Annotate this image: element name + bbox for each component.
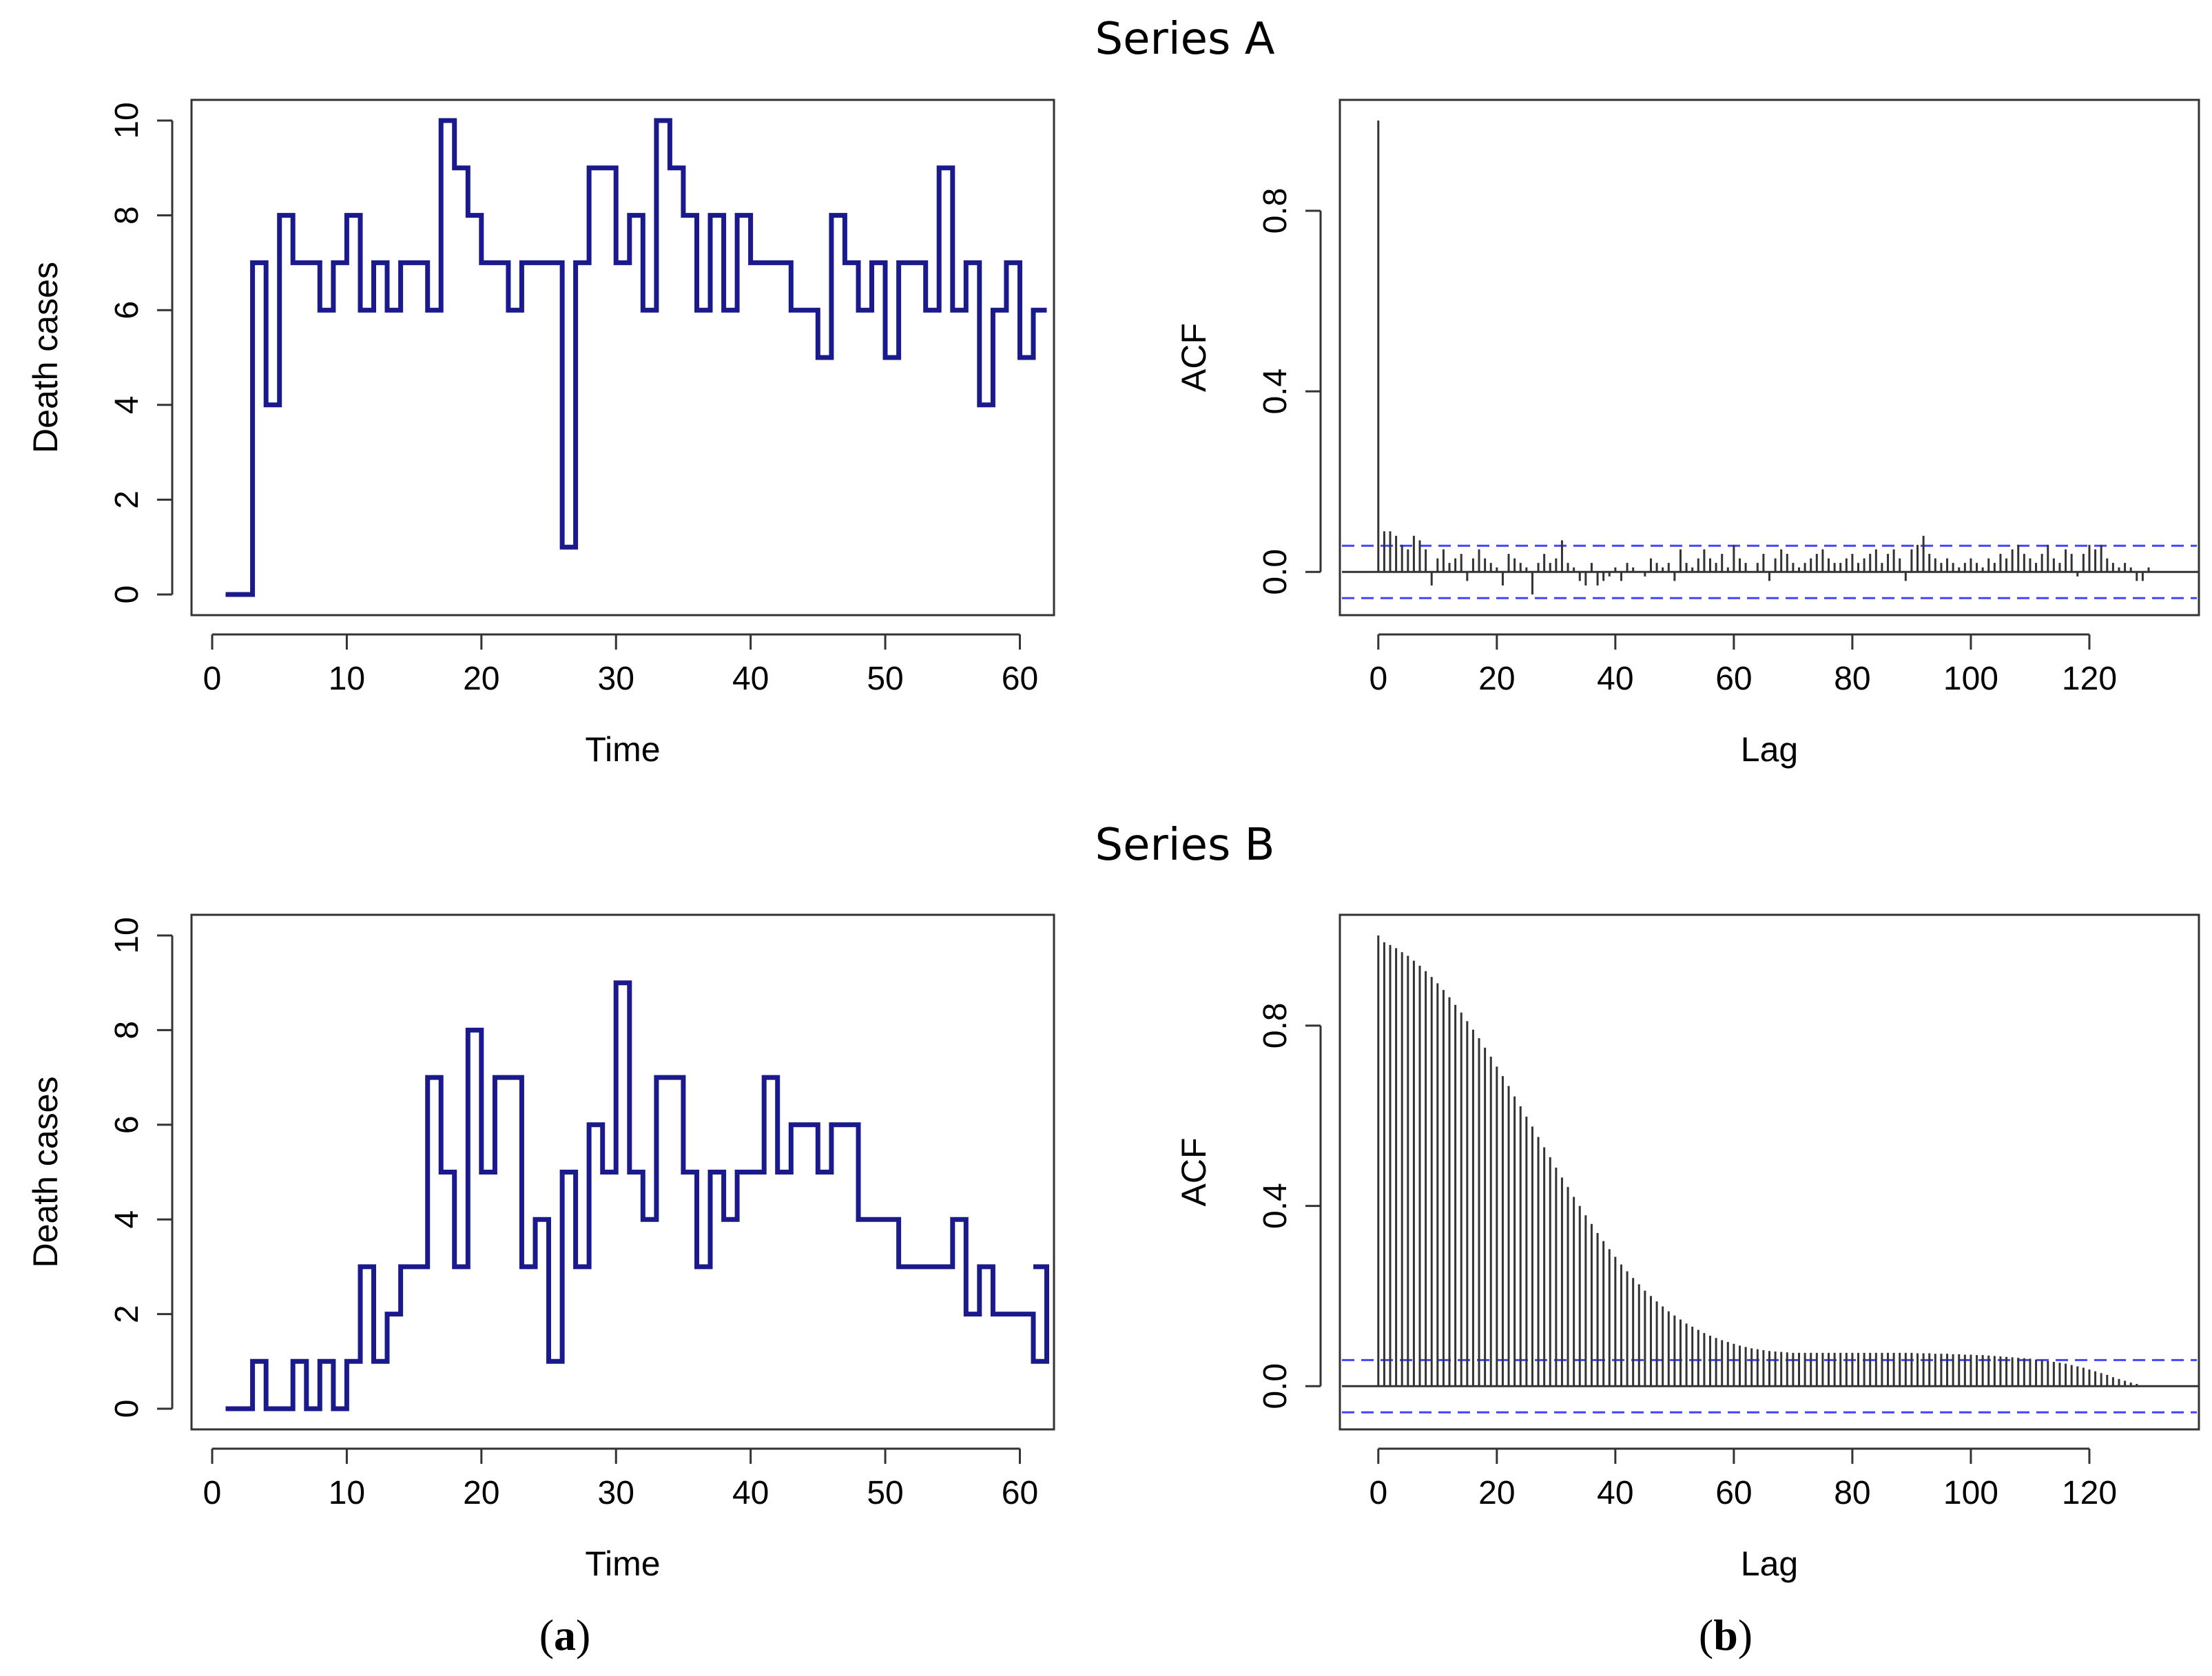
x-tick-label: 100 bbox=[1943, 661, 1998, 697]
x-tick-label: 0 bbox=[1369, 1475, 1387, 1511]
x-tick-label: 50 bbox=[867, 1475, 903, 1511]
y-tick-label: 4 bbox=[109, 1210, 145, 1229]
series-a-acf-plot: 0 20 40 60 80 100 120 Lag 0.0 0.4 0.8 ACF bbox=[1175, 99, 2200, 769]
svg-text:(b): (b) bbox=[1699, 1611, 1753, 1659]
x-tick-label: 80 bbox=[1834, 661, 1870, 697]
y-tick-label: 0.4 bbox=[1257, 369, 1294, 415]
x-tick-label: 0 bbox=[203, 661, 222, 697]
series-a-time-plot: 0 10 20 30 40 50 60 Time 0 2 4 6 8 10 Death cases bbox=[26, 99, 1055, 769]
x-tick-label: 60 bbox=[1715, 661, 1752, 697]
plot-frame bbox=[190, 913, 1055, 1431]
y-tick-label: 0.0 bbox=[1257, 549, 1294, 595]
x-tick-label: 40 bbox=[1597, 1475, 1633, 1511]
x-axis-title: Lag bbox=[1741, 1544, 1798, 1583]
y-tick-label: 0.4 bbox=[1257, 1183, 1294, 1229]
panel-label-a-group: (a) bbox=[539, 1611, 591, 1659]
x-tick-label: 0 bbox=[203, 1475, 222, 1511]
x-tick-label: 40 bbox=[732, 1475, 769, 1511]
x-tick-label: 40 bbox=[732, 661, 769, 697]
y-axis-title: Death cases bbox=[26, 262, 65, 453]
x-tick-label: 0 bbox=[1369, 661, 1387, 697]
x-tick-label: 120 bbox=[2062, 1475, 2117, 1511]
series-line bbox=[225, 980, 1049, 1411]
x-tick-label: 120 bbox=[2062, 661, 2117, 697]
y-tick-label: 0 bbox=[109, 1400, 145, 1418]
row-title-series-b: Series B bbox=[1095, 820, 1274, 871]
x-tick-label: 20 bbox=[463, 1475, 499, 1511]
x-tick-label: 30 bbox=[598, 1475, 634, 1511]
x-tick-label: 80 bbox=[1834, 1475, 1870, 1511]
x-tick-label: 30 bbox=[598, 661, 634, 697]
x-tick-label: 40 bbox=[1597, 661, 1633, 697]
x-tick-label: 10 bbox=[329, 1475, 365, 1511]
y-tick-label: 10 bbox=[109, 917, 145, 953]
svg-text:(a): (a) bbox=[539, 1611, 591, 1659]
x-axis-title: Time bbox=[585, 1544, 660, 1583]
y-tick-label: 0.8 bbox=[1257, 1002, 1294, 1048]
x-tick-label: 60 bbox=[1002, 1475, 1038, 1511]
y-axis-title: Death cases bbox=[26, 1077, 65, 1268]
x-tick-label: 20 bbox=[1478, 1475, 1515, 1511]
y-axis-title: ACF bbox=[1175, 1138, 1213, 1207]
panel-label-b-group: (b) bbox=[1699, 1611, 1753, 1659]
series-b-acf-plot: 0 20 40 60 80 100 120 Lag 0.0 0.4 0.8 ACF bbox=[1175, 913, 2200, 1583]
x-axis-title: Lag bbox=[1741, 730, 1798, 769]
y-tick-label: 0 bbox=[109, 586, 145, 604]
x-tick-label: 100 bbox=[1943, 1475, 1998, 1511]
y-tick-label: 8 bbox=[109, 206, 145, 225]
y-tick-label: 8 bbox=[109, 1021, 145, 1039]
x-tick-label: 60 bbox=[1715, 1475, 1752, 1511]
y-tick-label: 6 bbox=[109, 1115, 145, 1134]
x-axis-title: Time bbox=[585, 730, 660, 769]
y-tick-label: 6 bbox=[109, 301, 145, 320]
plot-frame bbox=[1338, 99, 2200, 617]
y-tick-label: 4 bbox=[109, 395, 145, 414]
series-b-time-plot: 0 10 20 30 40 50 60 Time 0 2 4 6 8 10 Death cases bbox=[26, 913, 1055, 1583]
y-tick-label: 2 bbox=[109, 1305, 145, 1323]
series-line bbox=[225, 118, 1047, 597]
plot-frame bbox=[1338, 913, 2200, 1431]
y-axis-title: ACF bbox=[1175, 323, 1213, 392]
panel-label-a: a bbox=[554, 1611, 576, 1659]
plot-frame bbox=[190, 99, 1055, 617]
panel-label-b: b bbox=[1713, 1611, 1738, 1659]
x-tick-label: 60 bbox=[1002, 661, 1038, 697]
x-tick-label: 10 bbox=[329, 661, 365, 697]
row-title-series-a: Series A bbox=[1095, 14, 1275, 65]
y-tick-label: 2 bbox=[109, 490, 145, 509]
y-tick-label: 0.0 bbox=[1257, 1363, 1294, 1409]
y-tick-label: 0.8 bbox=[1257, 188, 1294, 234]
x-tick-label: 20 bbox=[463, 661, 499, 697]
y-tick-label: 10 bbox=[109, 102, 145, 138]
x-tick-label: 20 bbox=[1478, 661, 1515, 697]
x-tick-label: 50 bbox=[867, 661, 903, 697]
